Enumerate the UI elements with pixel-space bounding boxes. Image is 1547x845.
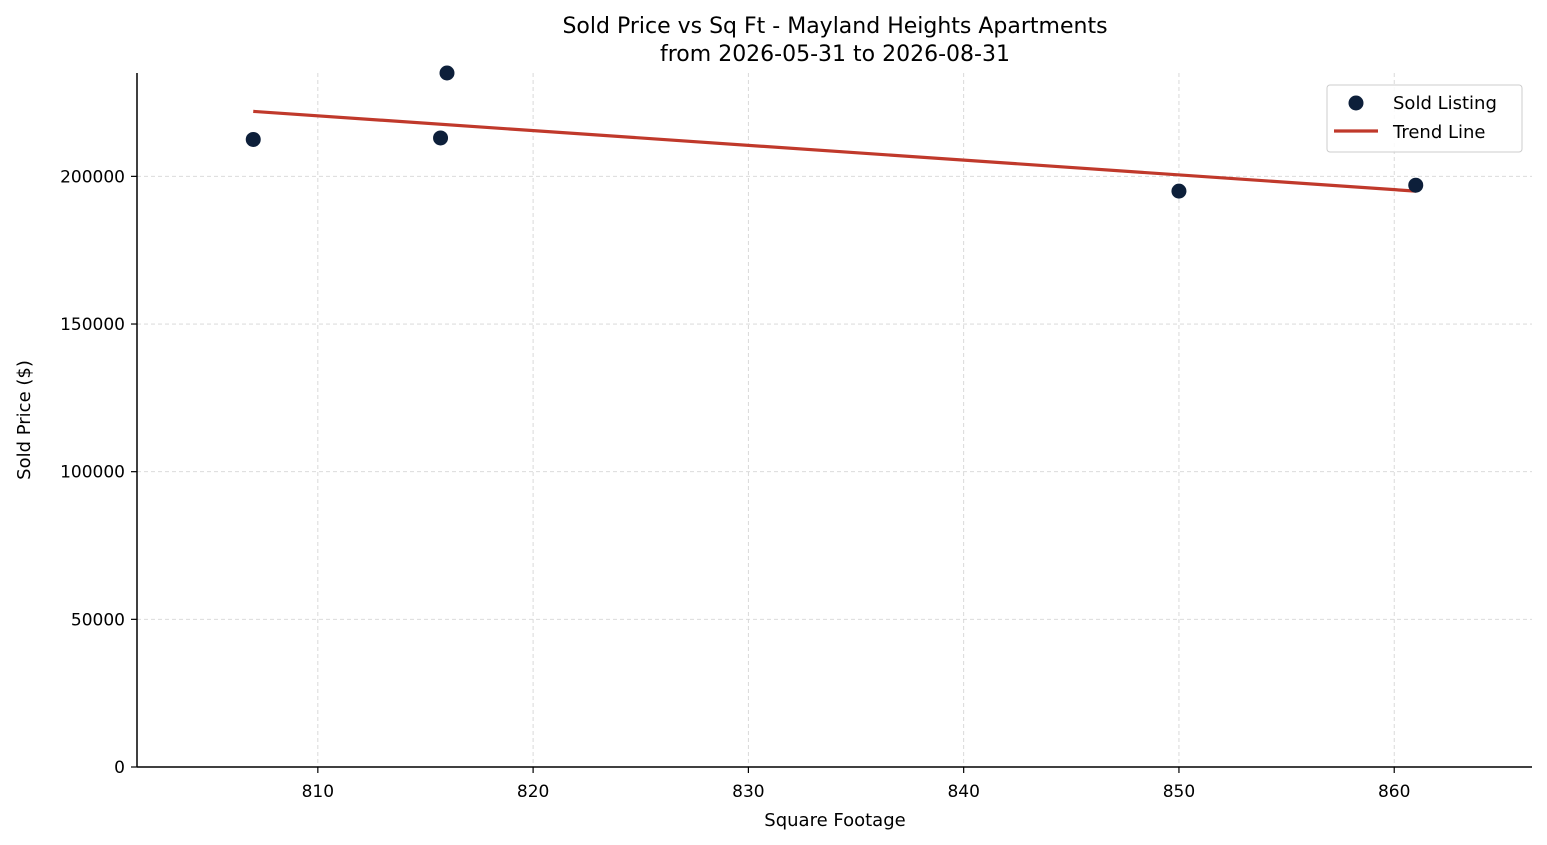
- y-tick-label: 50000: [71, 610, 125, 630]
- scatter-points-layer: [245, 65, 1424, 199]
- y-ticks: 0 50000 100000 150000 200000: [60, 167, 137, 778]
- y-gridlines: [137, 175, 1532, 620]
- y-axis-label: Sold Price ($): [14, 360, 35, 480]
- legend-label-trend-line: Trend Line: [1392, 122, 1486, 143]
- scatter-point: [439, 65, 455, 81]
- trend-line: [253, 109, 1416, 193]
- chart-title: Sold Price vs Sq Ft - Mayland Heights Ap…: [562, 14, 1107, 39]
- chart-subtitle: from 2026-05-31 to 2026-08-31: [660, 42, 1010, 67]
- x-tick-label: 860: [1378, 782, 1410, 802]
- y-tick-label: 150000: [60, 315, 125, 335]
- y-tick-label: 200000: [60, 167, 125, 187]
- legend-marker-sold-listing: [1348, 95, 1364, 111]
- x-tick-label: 840: [947, 782, 979, 802]
- legend: Sold Listing Trend Line: [1326, 84, 1523, 153]
- y-tick-label: 100000: [60, 463, 125, 483]
- scatter-point: [433, 130, 449, 146]
- x-tick-label: 830: [732, 782, 764, 802]
- scatter-point: [1408, 177, 1424, 193]
- x-ticks: 810 820 830 840 850 860: [302, 767, 1410, 802]
- x-tick-label: 820: [517, 782, 549, 802]
- legend-box: [1326, 84, 1523, 153]
- scatter-point: [1171, 183, 1187, 199]
- scatter-point: [245, 131, 261, 147]
- x-axis-label: Square Footage: [764, 810, 905, 831]
- x-tick-label: 810: [302, 782, 334, 802]
- trend-line-layer: [253, 109, 1416, 193]
- legend-label-sold-listing: Sold Listing: [1393, 93, 1497, 114]
- y-tick-label: 0: [114, 758, 125, 778]
- x-tick-label: 850: [1163, 782, 1195, 802]
